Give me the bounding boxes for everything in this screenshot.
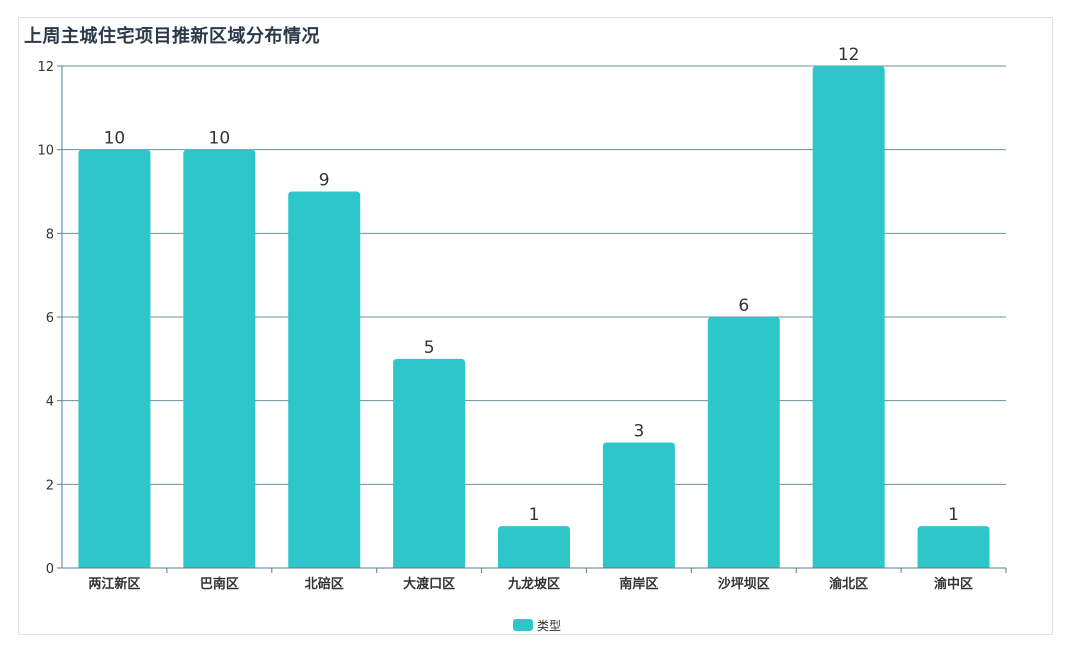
legend-swatch <box>513 619 533 631</box>
x-tick-label: 沙坪坝区 <box>718 577 770 592</box>
y-tick-label: 10 <box>37 144 54 159</box>
bar[interactable] <box>917 526 990 568</box>
y-tick-label: 6 <box>46 311 54 326</box>
bar[interactable] <box>78 149 151 568</box>
bar[interactable] <box>498 526 570 568</box>
y-tick-label: 4 <box>46 395 54 410</box>
bars: 10 10 9 5 1 3 6 12 1 <box>78 45 990 569</box>
legend[interactable]: 类型 <box>513 619 561 633</box>
x-tick-label: 两江新区 <box>88 576 140 592</box>
y-tick-label: 12 <box>37 60 54 75</box>
x-tick-label: 南岸区 <box>619 576 658 592</box>
legend-label: 类型 <box>537 619 561 633</box>
bar[interactable] <box>812 66 885 568</box>
data-label: 10 <box>104 129 126 149</box>
bar[interactable] <box>707 317 780 568</box>
data-label: 3 <box>633 422 644 442</box>
bar[interactable] <box>602 442 675 569</box>
x-tick-label: 大渡口区 <box>403 576 455 592</box>
axes: 0 2 4 6 8 10 12 两江新区 巴南区 北碚区 大渡口区 九龙坡区 南岸区 沙坪坝区 渝北区 渝中区 <box>37 60 1007 592</box>
bar[interactable] <box>183 149 256 568</box>
y-tick-label: 0 <box>46 562 54 577</box>
data-label: 1 <box>948 505 959 525</box>
x-tick-label: 渝北区 <box>829 576 868 592</box>
data-label: 5 <box>424 338 435 358</box>
data-label: 12 <box>838 45 860 65</box>
x-tick-label: 巴南区 <box>200 576 239 592</box>
x-tick-label: 北碚区 <box>305 576 344 592</box>
data-label: 9 <box>319 171 330 191</box>
x-tick-label: 渝中区 <box>934 576 973 592</box>
bar[interactable] <box>288 191 361 569</box>
data-label: 6 <box>738 296 749 316</box>
bar[interactable] <box>393 358 466 568</box>
data-label: 1 <box>529 505 540 525</box>
y-tick-label: 2 <box>46 478 54 493</box>
chart-title: 上周主城住宅项目推新区域分布情况 <box>24 26 320 47</box>
data-label: 10 <box>209 129 231 149</box>
y-tick-label: 8 <box>46 227 54 242</box>
x-tick-label: 九龙坡区 <box>507 576 560 592</box>
